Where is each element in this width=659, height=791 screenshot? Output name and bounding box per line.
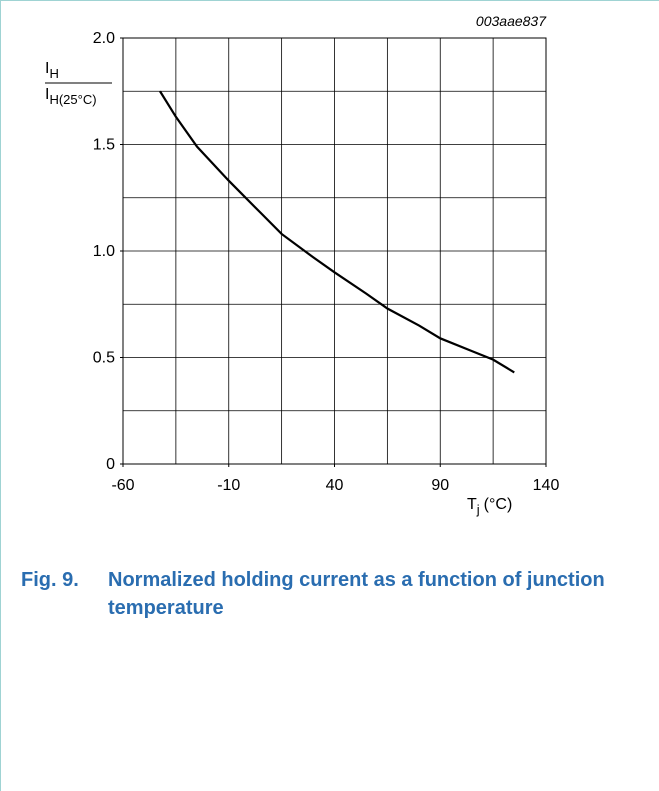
x-tick-label: 140 <box>533 477 560 494</box>
y-label-symbol: I <box>45 86 49 103</box>
figure-number: Fig. 9. <box>21 569 79 591</box>
y-tick-label: 1.5 <box>93 137 115 154</box>
x-tick-label: -10 <box>217 477 240 494</box>
y-label-denominator: IH(25°C) <box>45 86 97 107</box>
y-label-numerator: IH <box>45 60 59 81</box>
y-tick-label: 0 <box>106 456 115 473</box>
chart: 003aae837 IH IH(25°C) Tj (°C) 0 0.5 1.0 1.5 2… <box>45 13 560 517</box>
y-label-subscript: H(25°C) <box>49 92 96 107</box>
x-tick-label: -60 <box>111 477 134 494</box>
x-label: Tj (°C) <box>467 496 512 517</box>
x-label-subscript: j <box>476 502 480 517</box>
x-label-symbol: T <box>467 496 477 513</box>
y-label-subscript: H <box>49 66 58 81</box>
y-tick-label: 2.0 <box>93 30 115 47</box>
curve <box>159 90 515 374</box>
y-label-symbol: I <box>45 60 49 77</box>
y-tick-label: 0.5 <box>93 350 115 367</box>
x-label-unit: (°C) <box>484 496 513 513</box>
figure-code: 003aae837 <box>476 13 547 29</box>
y-tick-label: 1.0 <box>93 243 115 260</box>
x-tick-label: 90 <box>431 477 449 494</box>
x-tick-label: 40 <box>326 477 344 494</box>
figure-title: Normalized holding current as a function… <box>108 569 605 619</box>
